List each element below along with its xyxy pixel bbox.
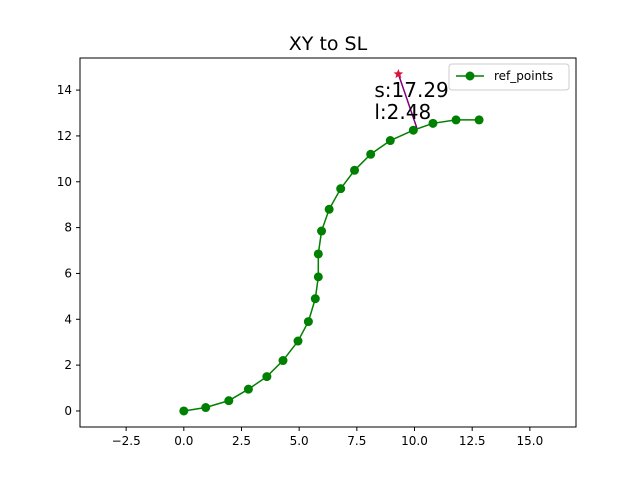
data-point-ref-points [313, 249, 323, 259]
legend: ref_points [448, 63, 570, 91]
data-point-ref-points [324, 204, 334, 214]
data-point-ref-points [317, 226, 327, 236]
x-tick-label: 7.5 [347, 434, 366, 448]
data-point-ref-points [385, 136, 395, 146]
x-tick-label: −2.5 [112, 434, 141, 448]
l-value-annotation: l:2.48 [374, 100, 431, 124]
data-point-ref-points [224, 396, 234, 406]
axes-frame [79, 57, 577, 428]
data-point-ref-points [179, 406, 189, 416]
y-tick-label: 8 [64, 221, 72, 235]
y-tick-label: 4 [64, 312, 72, 326]
chart-title: XY to SL [289, 33, 368, 55]
y-tick-label: 12 [57, 129, 72, 143]
data-point-ref-points [428, 118, 438, 128]
x-tick-label: 10.0 [401, 434, 428, 448]
data-point-ref-points [262, 372, 272, 382]
data-point-ref-points [310, 294, 320, 304]
data-point-ref-points [336, 184, 346, 194]
projection-line [397, 73, 418, 129]
legend-entry-ref-points: ref_points [494, 69, 553, 83]
data-point-ref-points [366, 149, 376, 159]
query-point-star [393, 69, 404, 79]
y-tick-label: 0 [64, 404, 72, 418]
data-point-ref-points [243, 384, 253, 394]
data-point-ref-points [474, 115, 484, 125]
y-tick-label: 6 [64, 266, 72, 280]
y-tick-label: 2 [64, 358, 72, 372]
data-point-ref-points [350, 165, 360, 175]
data-point-ref-points [278, 356, 288, 366]
x-tick-label: 15.0 [517, 434, 544, 448]
x-tick-label: 0.0 [174, 434, 193, 448]
plot-area: −2.5 0.0 2.5 5.0 7.5 10.0 12.5 15.0 0 2 4 6 8 10 12 14 [57, 57, 577, 448]
data-point-ref-points [408, 125, 418, 135]
x-tick-label: 5.0 [290, 434, 309, 448]
data-point-ref-points [451, 115, 461, 125]
data-point-ref-points [303, 317, 313, 327]
data-point-ref-points [313, 272, 323, 282]
legend-box [448, 63, 570, 91]
y-tick-label: 14 [57, 83, 72, 97]
data-point-ref-points [293, 336, 303, 346]
x-tick-label: 12.5 [459, 434, 486, 448]
legend-marker-swatch [465, 71, 475, 81]
x-tick-label: 2.5 [232, 434, 251, 448]
s-value-annotation: s:17.29 [374, 78, 448, 102]
data-point-ref-points [201, 403, 211, 413]
y-tick-label: 10 [57, 175, 72, 189]
